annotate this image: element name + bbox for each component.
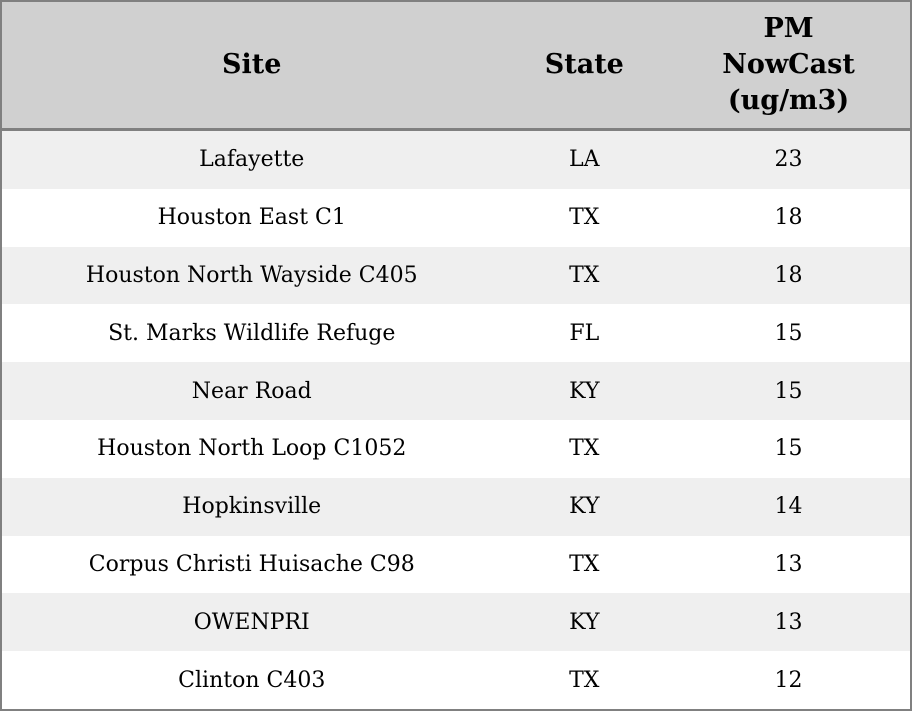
site-cell: Lafayette [199,147,305,173]
state-cell: TX [569,551,600,577]
state-cell: FL [569,320,600,346]
site-cell: Near Road [191,378,312,404]
column-header-state: State [501,1,668,131]
state-cell: KY [569,494,600,520]
table-row: OWENPRI KY 13 [1,593,911,652]
table-row: Houston East C1 TX 18 [1,188,911,247]
table-body: Lafayette LA 23 Houston East C1 TX 18 Ho… [1,129,911,710]
site-cell: Corpus Christi Huisache C98 [88,551,415,577]
table-row: Near Road KY 15 [1,362,911,420]
pm-value-cell: 18 [774,205,803,231]
pm-value-cell: 15 [774,320,803,346]
pm-header-line-3: (ug/m3) [727,85,850,116]
site-cell: Houston East C1 [157,205,346,231]
pm-header-line-1: PM [763,13,814,44]
pm-value-cell: 13 [774,609,803,635]
site-cell: Houston North Wayside C405 [85,262,418,288]
pm-value-cell: 15 [774,436,803,462]
state-cell: TX [569,667,600,693]
site-cell: Clinton C403 [178,667,326,693]
table-row: Clinton C403 TX 12 [1,651,911,710]
pm-value-cell: 23 [774,147,803,173]
site-cell: Houston North Loop C1052 [97,436,407,462]
state-cell: TX [569,262,600,288]
pm-value-cell: 15 [774,378,803,404]
state-cell: KY [569,378,600,404]
pm-value-cell: 18 [774,262,803,288]
pm-value-cell: 13 [774,551,803,577]
pm-value-cell: 14 [774,494,803,520]
table-row: Corpus Christi Huisache C98 TX 13 [1,535,911,594]
table-row: Houston North Loop C1052 TX 15 [1,419,911,478]
state-cell: KY [569,609,600,635]
table-row: Lafayette LA 23 [1,129,911,189]
column-header-site: Site [1,1,502,131]
table-header: Site State PM NowCast (ug/m3) [1,1,911,131]
pm-header-line-2: NowCast [722,49,855,80]
table-row: St. Marks Wildlife Refuge FL 15 [1,304,911,363]
column-header-pm-nowcast: PM NowCast (ug/m3) [667,1,911,131]
table-row: Houston North Wayside C405 TX 18 [1,246,911,305]
site-cell: OWENPRI [193,609,310,635]
table-row: Hopkinsville KY 14 [1,477,911,536]
header-row: Site State PM NowCast (ug/m3) [1,1,911,131]
site-cell: St. Marks Wildlife Refuge [108,320,396,346]
site-cell: Hopkinsville [182,494,322,520]
state-cell: TX [569,436,600,462]
pm-value-cell: 12 [774,667,803,693]
state-cell: LA [569,147,600,173]
state-cell: TX [569,205,600,231]
